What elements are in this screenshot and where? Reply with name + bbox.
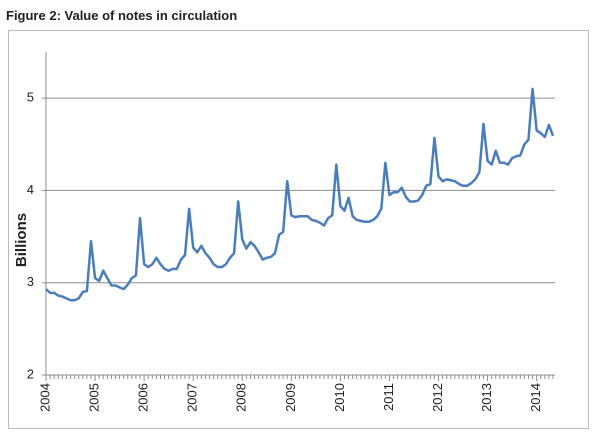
x-tick-label: 2005 [87, 383, 102, 412]
x-tick-label: 2012 [430, 383, 445, 412]
y-tick-label: 2 [27, 366, 34, 381]
x-tick-label: 2014 [528, 383, 543, 412]
data-line [45, 87, 555, 302]
x-tick-label: 2009 [283, 383, 298, 412]
x-tick-label: 2013 [479, 383, 494, 412]
y-tick-label: 4 [27, 182, 34, 197]
y-axis-label: Billions [13, 213, 30, 267]
x-tick-label: 2006 [136, 383, 151, 412]
x-tick-label: 2004 [37, 383, 52, 412]
y-tick-label: 3 [27, 274, 34, 289]
x-tick-label: 2010 [332, 383, 347, 412]
chart-border [8, 30, 589, 429]
x-tick-label: 2011 [381, 383, 396, 411]
y-tick-label: 5 [27, 90, 34, 105]
x-tick-label: 2007 [185, 383, 200, 412]
x-tick-label: 2008 [234, 383, 249, 412]
chart-title: Figure 2: Value of notes in circulation [6, 8, 238, 23]
